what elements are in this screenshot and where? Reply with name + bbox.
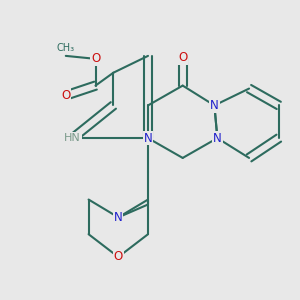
Text: O: O <box>61 89 70 102</box>
Text: O: O <box>114 250 123 263</box>
Text: N: N <box>144 132 152 145</box>
Text: O: O <box>178 51 187 64</box>
Text: N: N <box>210 99 219 112</box>
Text: N: N <box>114 211 123 224</box>
Text: O: O <box>91 52 100 65</box>
Text: N: N <box>213 132 222 145</box>
Text: HN: HN <box>64 133 81 143</box>
Text: CH₃: CH₃ <box>57 43 75 53</box>
